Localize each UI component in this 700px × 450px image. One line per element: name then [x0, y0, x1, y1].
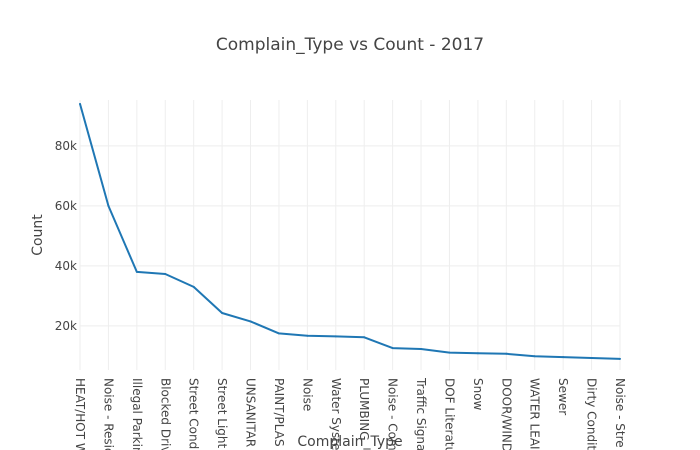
- x-tick-label: Street Light: [215, 378, 229, 449]
- x-tick-label: Snow: [471, 378, 485, 411]
- y-tick-label: 80k: [55, 139, 77, 153]
- x-tick-label: PAINT/PLAS: [272, 378, 286, 447]
- y-axis-title: Count: [30, 214, 46, 256]
- chart-title: Complain_Type vs Count - 2017: [216, 35, 484, 55]
- x-tick-label: UNSANITAR: [244, 378, 258, 447]
- x-tick-label: HEAT/HOT W: [73, 378, 87, 450]
- x-axis-ticks: HEAT/HOT W Noise - Resid Illegal Parkin Blo…: [73, 377, 627, 450]
- data-point: [619, 357, 621, 360]
- x-tick-label: Water Syste: [329, 378, 343, 450]
- data-point: [476, 352, 479, 355]
- data-point: [164, 273, 167, 275]
- x-tick-label: WATER LEAI: [528, 378, 542, 450]
- x-tick-label: PLUMBING: [357, 378, 371, 441]
- data-point: [135, 270, 138, 273]
- y-tick-label: 60k: [55, 199, 77, 213]
- x-tick-label: Illegal Parkin: [130, 378, 144, 450]
- x-tick-label: Dirty Condit: [585, 378, 599, 450]
- data-point: [448, 351, 451, 354]
- y-axis-ticks: 20k 40k 60k 80k: [55, 139, 77, 333]
- y-tick-label: 20k: [55, 319, 77, 333]
- data-point: [533, 355, 536, 358]
- x-tick-label: Noise - Stre: [613, 378, 627, 448]
- data-point: [79, 102, 81, 105]
- series-line: [79, 103, 621, 360]
- data-point: [391, 347, 394, 350]
- x-tick-label: DOF Literatu: [442, 378, 456, 450]
- x-tick-label: Blocked Driv: [158, 378, 172, 450]
- y-tick-label: 40k: [55, 259, 77, 273]
- data-point: [334, 335, 337, 338]
- data-point: [192, 285, 195, 288]
- x-tick-label: Noise: [300, 378, 314, 411]
- series: [79, 102, 621, 360]
- grid: [79, 100, 621, 370]
- data-point: [221, 312, 224, 314]
- data-point: [590, 357, 593, 359]
- x-tick-label: Sewer: [556, 378, 570, 415]
- x-tick-label: Noise - Resid: [101, 378, 115, 450]
- data-point: [249, 320, 252, 323]
- data-point: [277, 332, 280, 335]
- data-point: [363, 336, 366, 339]
- x-tick-label: DOOR/WIND: [499, 378, 513, 450]
- x-tick-label: Traffic Signa: [414, 377, 428, 450]
- data-point: [107, 204, 110, 207]
- data-point: [505, 352, 508, 355]
- data-point: [562, 356, 565, 359]
- x-tick-label: Noise - Com: [386, 378, 400, 450]
- data-point: [420, 348, 423, 350]
- x-tick-label: Street Cond: [187, 378, 201, 449]
- x-axis-title: Complain_Type: [297, 434, 402, 450]
- data-point: [306, 334, 309, 337]
